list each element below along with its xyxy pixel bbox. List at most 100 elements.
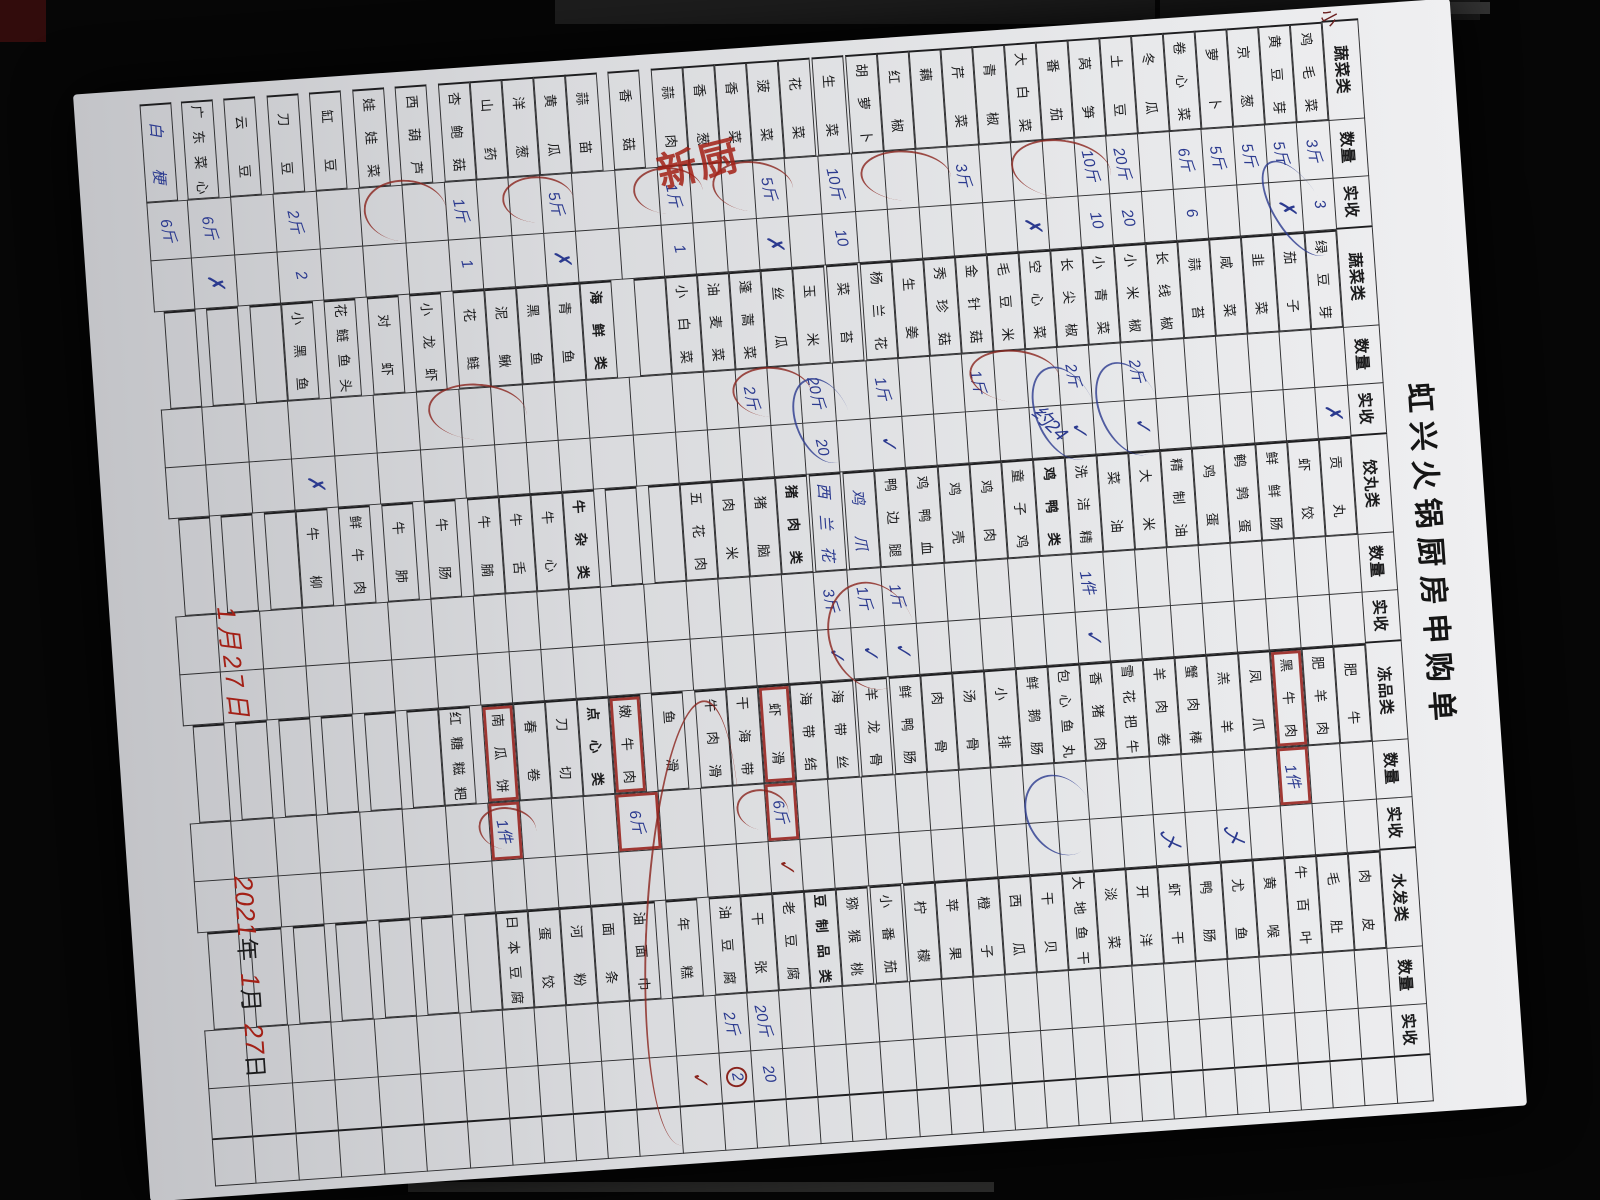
qty-cell [1085,758,1122,819]
qty-cell [373,391,421,453]
qty-cell [459,1009,507,1071]
recv-cell [1329,591,1366,645]
recv-cell [1263,1012,1299,1066]
qty-cell [1007,556,1044,617]
blank-header [1394,1054,1434,1103]
qty-header: 数量 [1357,531,1398,592]
recv-cell [855,208,892,263]
recv-cell: ✗ [291,455,339,510]
recv-cell [1046,195,1082,249]
item-cell [220,512,260,613]
category-header: 饺丸类 [1351,433,1394,534]
item-cell [633,276,672,376]
qty-cell [445,802,493,864]
recv-cell [421,1070,468,1125]
recv-cell [220,668,268,723]
qty-cell [402,805,450,867]
recv-cell: ✗ [756,215,793,270]
recv-cell [1358,1005,1395,1059]
qty-cell: 6斤 [1169,128,1206,189]
recv-cell [1344,798,1380,852]
qty-cell [1010,139,1047,200]
qty-cell [551,796,588,857]
blank-cell [1203,1067,1239,1117]
recv-cell [725,218,761,272]
qty-cell [1137,131,1174,192]
recv-cell [570,1060,606,1115]
qty-cell [490,384,527,445]
recv-cell: ✓ [870,415,906,470]
recv-cell [206,461,253,516]
item-cell [406,707,446,808]
recv-cell [1092,400,1129,454]
qty-cell [190,820,236,882]
qty-cell [672,994,720,1056]
recv-cell: ✗ [544,230,580,284]
blank-cell [786,1096,822,1146]
recv-cell: ✗ [1315,384,1352,438]
qty-cell [629,997,677,1059]
recv-cell: 20 [803,420,841,474]
qty-cell [1149,754,1186,815]
blank-cell [253,1133,300,1183]
recv-cell [887,206,924,260]
qty-cell [388,598,435,660]
qty-cell [1279,329,1316,390]
recv-cell [1295,1010,1331,1064]
qty-cell: 2斤 [1120,340,1157,401]
qty-cell [1117,756,1154,817]
recv-cell [739,424,775,479]
item-cell [278,716,317,817]
qty-cell [832,360,871,421]
recv-header: 实收 [1347,382,1387,436]
qty-cell [1042,137,1079,198]
recv-cell [1202,600,1238,654]
qty-cell: 6斤 [187,196,235,258]
qty-cell [1039,553,1076,614]
recv-cell [249,458,296,513]
recv-cell [814,1043,851,1097]
qty-cell [979,142,1015,203]
category-header: 冻品类 [1365,640,1408,741]
qty-cell [1354,947,1391,1008]
qty-cell: 5斤 [752,158,789,219]
qty-cell [316,187,364,249]
qty-cell [958,767,995,828]
item-cell [464,911,503,1012]
qty-cell [259,607,307,669]
recv-cell [506,1065,543,1119]
qty-cell [827,776,866,837]
blank-cell [605,1109,641,1158]
qty-cell [912,562,949,623]
qty-cell [1213,749,1249,810]
recv-cell [771,422,807,476]
qty-cell [1100,965,1137,1026]
recv-cell [604,641,652,696]
blank-cell [1044,1078,1080,1128]
blank-cell [883,1089,921,1139]
recv-cell [1170,602,1207,657]
recv-cell [1248,805,1285,859]
recv-cell [836,418,875,472]
qty-cell [345,601,393,663]
recv-cell: 20 [1110,191,1146,245]
recv-cell [495,442,531,496]
qty-cell [459,386,496,447]
qty-cell [1198,542,1235,603]
qty-cell [1325,533,1362,594]
recv-cell: 2 [277,248,324,303]
qty-header: 数量 [1328,117,1369,178]
recv-cell [1251,389,1288,443]
recv-cell: ✗ [1014,197,1051,251]
recv-cell [1280,803,1316,857]
recv-cell [1104,1023,1140,1077]
qty-cell: 20斤 [747,990,783,1051]
qty-cell [973,974,1010,1035]
qty-cell: 1件 [1071,551,1108,612]
recv-cell [865,831,903,886]
date-day-value: 27 [238,1022,270,1056]
recv-cell: 3 [1300,177,1337,231]
recv-cell [965,409,1002,463]
recv-cell: ✗ [1268,179,1305,234]
